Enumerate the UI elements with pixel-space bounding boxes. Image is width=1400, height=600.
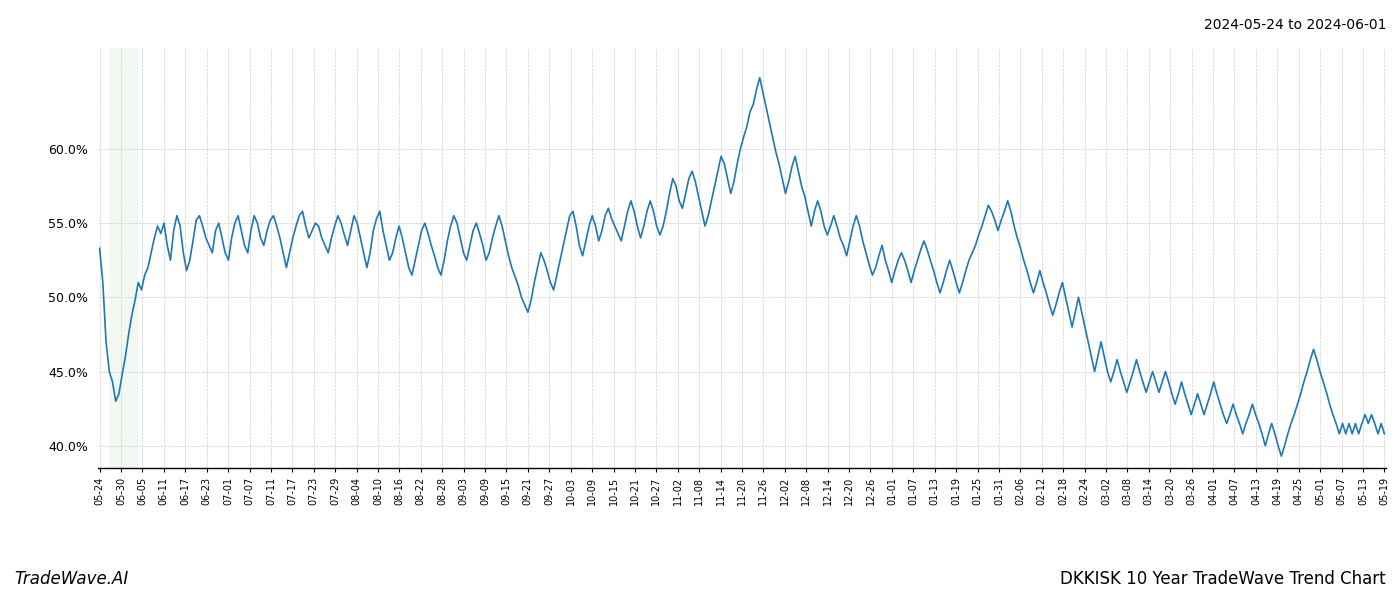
Text: TradeWave.AI: TradeWave.AI (14, 570, 129, 588)
Text: DKKISK 10 Year TradeWave Trend Chart: DKKISK 10 Year TradeWave Trend Chart (1060, 570, 1386, 588)
Bar (109, 48, 139, 468)
Text: 2024-05-24 to 2024-06-01: 2024-05-24 to 2024-06-01 (1204, 18, 1386, 32)
